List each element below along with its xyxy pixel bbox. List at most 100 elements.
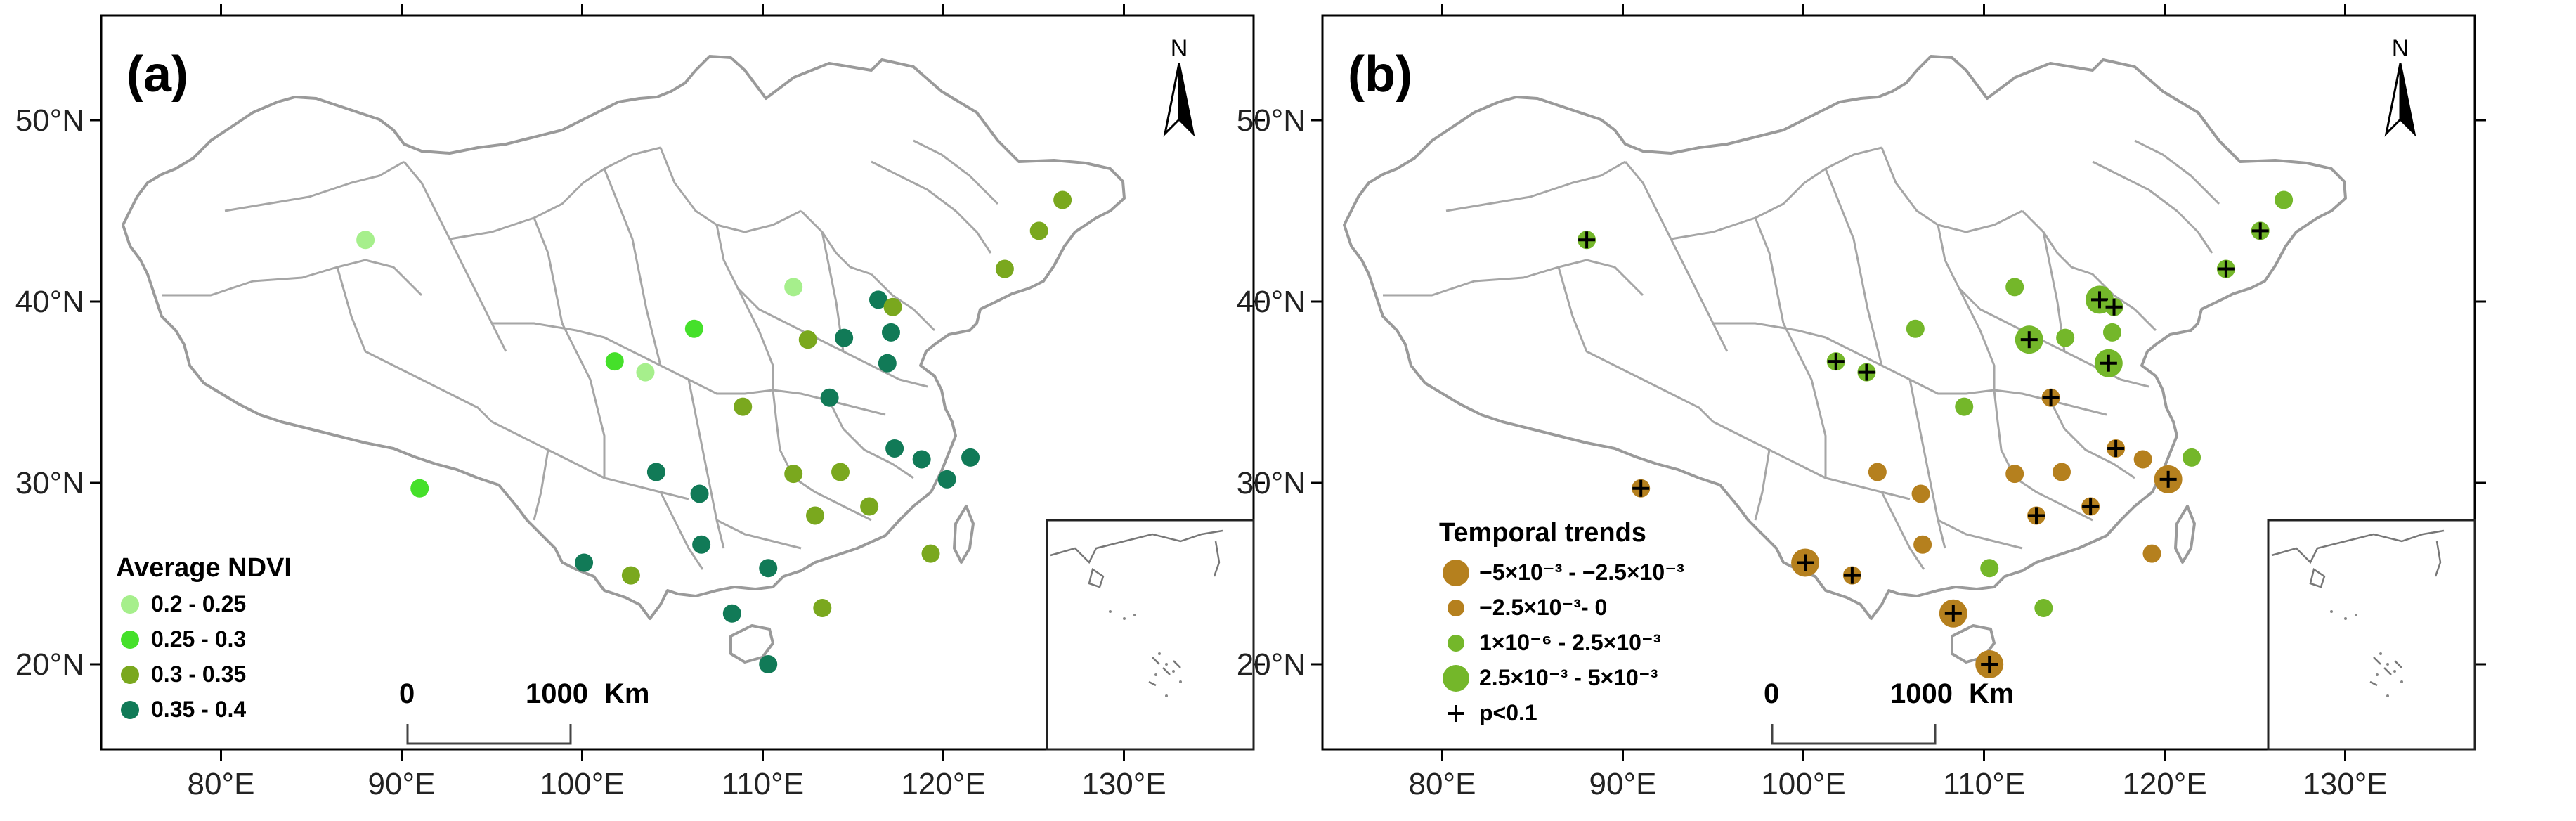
taiwan-island <box>953 505 975 564</box>
legend-b-swatch <box>1443 560 1469 586</box>
legend-a-item-label: 0.2 - 0.25 <box>151 591 246 616</box>
station-point <box>869 290 887 309</box>
legend-a-swatch <box>121 666 139 684</box>
station-trend-point <box>1980 559 1999 578</box>
station-point <box>690 484 709 503</box>
legend-b-swatch <box>1448 600 1464 616</box>
station-point <box>835 328 854 347</box>
panel-b-label: (b) <box>1348 46 1412 103</box>
panel-b-frame <box>1321 14 2476 751</box>
station-points-b <box>1578 190 2294 678</box>
lon-tick-label: 130°E <box>2303 767 2387 801</box>
station-point <box>1029 221 1048 240</box>
legend-b-item-label: −5×10⁻³ - −2.5×10⁻³ <box>1479 560 1684 585</box>
legend-a-item-label: 0.3 - 0.35 <box>151 661 246 687</box>
scale-unit-label: Km <box>604 678 649 709</box>
panel-a-frame <box>100 14 1255 751</box>
station-point <box>784 278 803 297</box>
station-point <box>692 535 711 554</box>
station-point <box>605 352 624 371</box>
legend-b-item-label: −2.5×10⁻³- 0 <box>1479 595 1607 620</box>
legend-a-swatch <box>121 701 139 719</box>
station-point <box>860 497 879 516</box>
significance-cross <box>1797 554 1814 571</box>
station-point <box>831 463 850 481</box>
station-point <box>410 479 429 498</box>
lon-tick-label: 120°E <box>901 767 985 801</box>
lat-tick-label: 20°N <box>1237 647 1306 682</box>
station-point <box>646 463 665 481</box>
significance-cross <box>2028 507 2045 524</box>
significance-cross <box>2090 291 2108 309</box>
significance-cross <box>2082 498 2100 515</box>
legend-a-swatch <box>121 631 139 649</box>
lat-tick-label: 30°N <box>1237 466 1306 500</box>
legend-b: Temporal trends −5×10⁻³ - −2.5×10⁻³ −2.5×… <box>1439 518 1684 725</box>
legend-b-item-label: 1×10⁻⁶ - 2.5×10⁻³ <box>1479 630 1660 655</box>
significance-cross <box>1843 567 1861 584</box>
station-point <box>995 259 1014 278</box>
significance-cross <box>2217 260 2235 278</box>
north-arrow: N <box>2384 35 2416 137</box>
significance-cross <box>2159 470 2177 488</box>
significance-cross <box>1578 231 1596 249</box>
scale-start-label: 0 <box>1764 678 1779 709</box>
legend-b-title: Temporal trends <box>1439 518 1646 548</box>
lon-tick-label: 80°E <box>1409 767 1476 801</box>
station-point <box>961 448 980 467</box>
lat-tick-label: 40°N <box>1237 285 1306 319</box>
station-trend-point <box>2133 450 2152 469</box>
station-point <box>881 323 900 342</box>
lon-tick-label: 100°E <box>1761 767 1845 801</box>
lon-tick-label: 100°E <box>540 767 624 801</box>
station-point <box>1053 190 1072 209</box>
lon-tick-label: 130°E <box>1081 767 1166 801</box>
scale-start-label: 0 <box>399 678 415 709</box>
significance-cross <box>1944 605 1962 622</box>
scale-end-label: 1000 <box>1890 678 1953 709</box>
lon-tick-label: 110°E <box>1943 767 2025 801</box>
station-trend-point <box>2102 323 2121 342</box>
station-trend-point <box>1913 535 1932 554</box>
legend-a-item-label: 0.35 - 0.4 <box>151 697 246 722</box>
north-arrow: N <box>1163 35 1195 137</box>
significance-cross <box>1858 363 1875 381</box>
station-point <box>621 566 640 585</box>
significance-cross <box>1632 479 1650 497</box>
significance-cross <box>1981 656 1998 673</box>
significance-cross <box>2020 331 2038 349</box>
station-trend-point <box>2183 448 2201 467</box>
significance-cross <box>2107 439 2125 457</box>
legend-a: Average NDVI 0.2 - 0.25 0.25 - 0.3 0.3 - 0… <box>116 553 292 722</box>
legend-b-swatch <box>1448 635 1464 652</box>
panel-a-label: (a) <box>126 46 188 103</box>
lat-tick-label: 30°N <box>15 466 84 500</box>
taiwan-island <box>2174 505 2196 564</box>
lon-tick-label: 110°E <box>722 767 804 801</box>
significance-cross <box>2100 354 2117 372</box>
scale-end-label: 1000 <box>526 678 588 709</box>
station-point <box>921 544 940 563</box>
legend-b-sig-label: p<0.1 <box>1479 700 1537 725</box>
station-point <box>636 363 655 382</box>
scale-bar: 0 1000 Km <box>399 678 649 745</box>
station-point <box>356 231 375 250</box>
significance-cross <box>2105 298 2123 316</box>
china-outline <box>122 55 1126 620</box>
station-trend-point <box>1955 397 1974 416</box>
station-point <box>885 439 904 458</box>
lon-tick-label: 90°E <box>368 767 436 801</box>
station-point <box>784 465 803 484</box>
legend-b-swatch <box>1443 665 1469 692</box>
station-point <box>722 604 741 623</box>
station-trend-point <box>2056 328 2075 347</box>
significance-cross <box>2042 389 2060 406</box>
significance-cross <box>1827 353 1845 370</box>
station-trend-point <box>2053 463 2071 481</box>
station-points-a <box>356 190 1072 673</box>
station-point <box>912 450 931 469</box>
station-point <box>759 559 778 578</box>
station-point <box>806 506 825 525</box>
legend-b-cross-swatch <box>1448 705 1464 722</box>
station-trend-point <box>2142 544 2161 563</box>
